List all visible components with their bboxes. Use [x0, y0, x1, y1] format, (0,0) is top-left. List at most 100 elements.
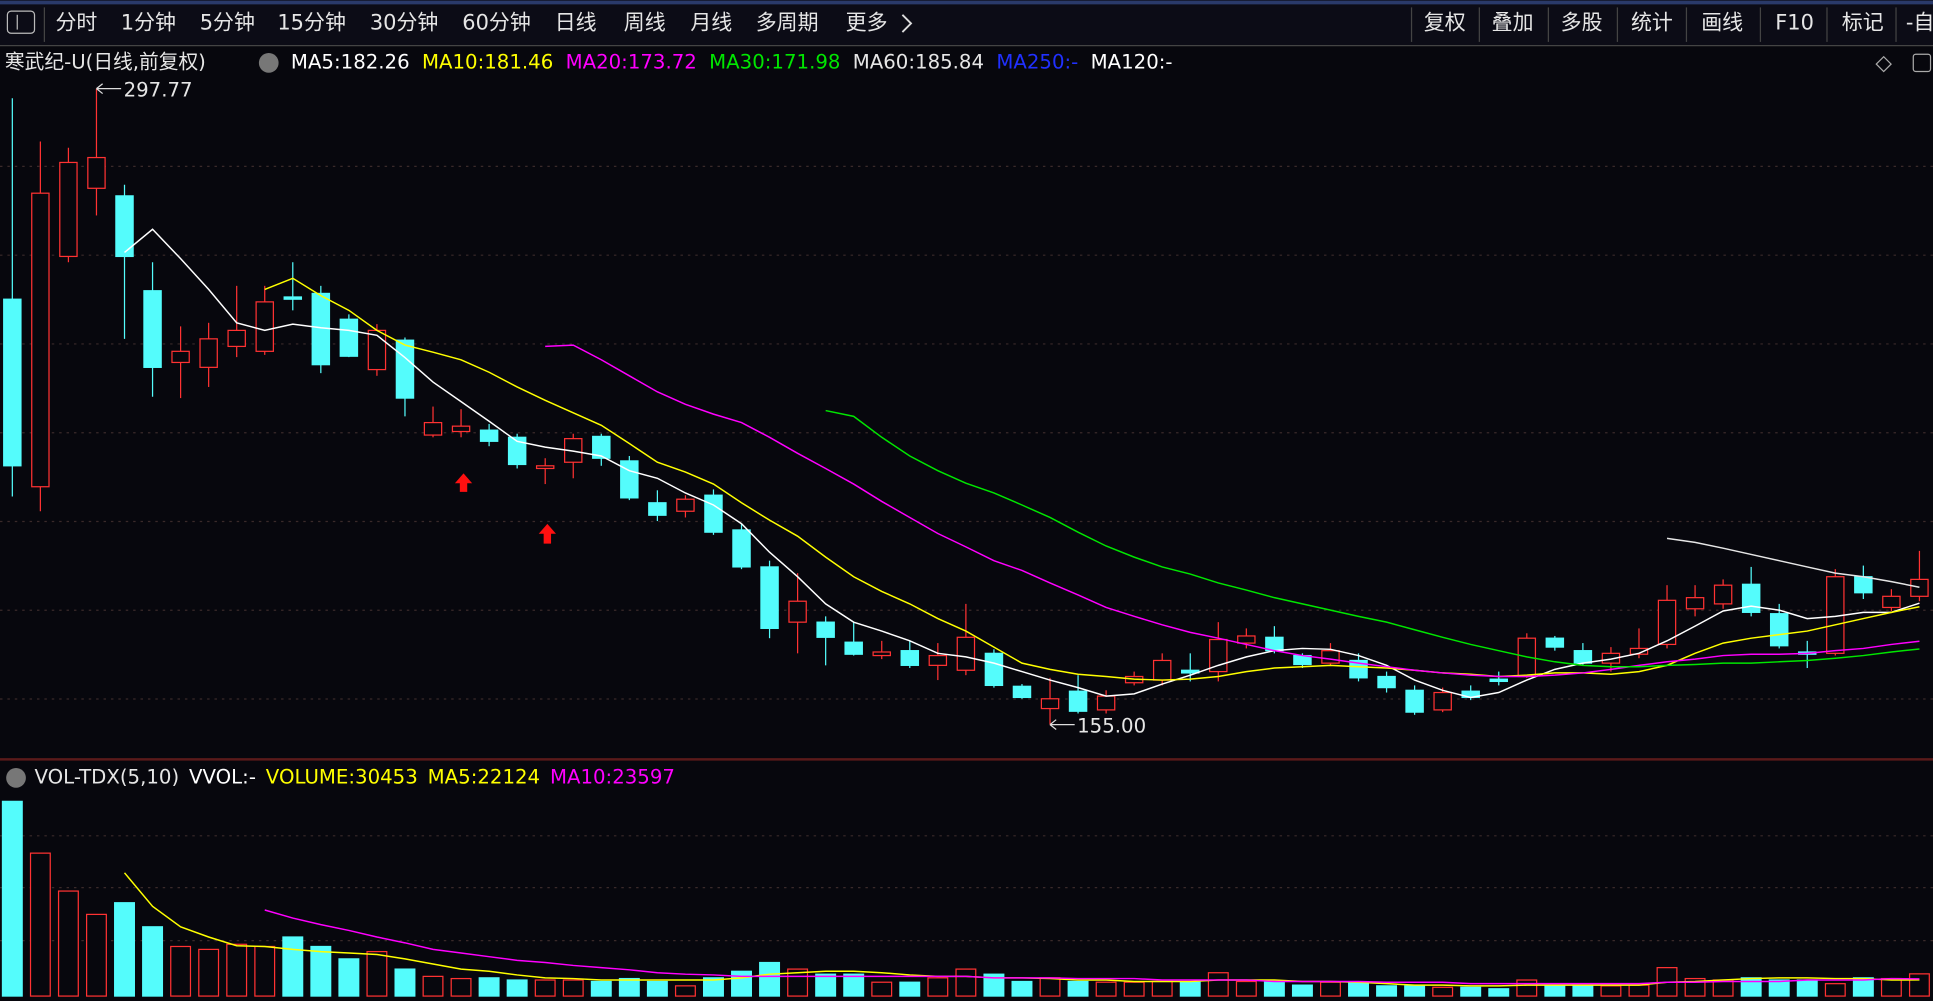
tool-separators: [1410, 7, 1897, 42]
volume-bar: [1263, 980, 1285, 997]
volume-bar: [1908, 973, 1930, 997]
extreme-pointer: [96, 83, 122, 95]
volume-bar: [57, 890, 79, 997]
volume-bar: [1039, 977, 1061, 997]
candle-body: [1910, 578, 1929, 597]
tool-button[interactable]: 画线: [1701, 10, 1743, 34]
volume-bar: [450, 977, 472, 997]
candle-body: [31, 192, 50, 488]
legend-value: 173.72: [628, 50, 697, 73]
candle-body: [816, 621, 835, 638]
ma-line: [264, 277, 1920, 681]
volume-bar: [562, 979, 584, 997]
period-tab[interactable]: 15分钟: [277, 10, 346, 34]
volume-bar: [310, 945, 332, 997]
candle-body: [592, 435, 611, 459]
tool-button[interactable]: 叠加: [1492, 10, 1534, 34]
chart-title: 寒武纪-U(日线,前复权): [5, 50, 206, 73]
candle-body: [1741, 583, 1761, 613]
volume-bar: [983, 973, 1005, 997]
volume-bar: [1207, 972, 1229, 997]
volume-bar: [1, 800, 23, 997]
volume-bar: [1235, 980, 1257, 997]
volume-bar: [1628, 984, 1650, 997]
period-tab[interactable]: 30分钟: [370, 10, 439, 34]
volume-bar: [506, 979, 528, 997]
volume-bar: [1376, 985, 1398, 997]
volume-bar: [1095, 981, 1117, 997]
candle-body: [1040, 698, 1060, 710]
tool-button[interactable]: F10: [1775, 10, 1814, 34]
candle-body: [1601, 652, 1621, 664]
volume-bar: [1516, 979, 1538, 997]
volume-bar: [646, 980, 668, 997]
candle-body: [1096, 695, 1116, 711]
candle-body: [479, 429, 499, 442]
legend-name: MA10: [550, 765, 606, 788]
volume-bar: [338, 958, 360, 997]
panel-icon[interactable]: [1912, 53, 1932, 73]
volume-bar: [1768, 979, 1790, 997]
period-tab[interactable]: 更多: [846, 10, 888, 34]
volume-bar: [114, 902, 135, 997]
volume-bar: [815, 973, 837, 997]
candle-body: [956, 636, 976, 671]
volume-bar: [674, 985, 696, 997]
candle-body: [59, 161, 78, 258]
volume-bar: [759, 961, 781, 997]
period-tab[interactable]: 多周期: [756, 10, 819, 34]
volume-bar: [1319, 981, 1341, 997]
ma-line: [124, 228, 1920, 699]
period-tab[interactable]: 分时: [55, 10, 97, 34]
vol-ma-line: [264, 909, 1920, 985]
period-tab[interactable]: 60分钟: [462, 10, 531, 34]
tool-button[interactable]: -自: [1906, 10, 1933, 34]
candle-body: [451, 425, 471, 433]
volume-bar: [534, 979, 556, 997]
tool-button[interactable]: 复权: [1424, 10, 1466, 34]
volume-bar: [1291, 984, 1313, 997]
signal-arrow: [538, 523, 556, 544]
period-tab[interactable]: 日线: [555, 10, 597, 34]
legend-value: -: [1165, 50, 1172, 73]
volume-bar: [1011, 980, 1033, 997]
candle-body: [1685, 597, 1705, 610]
candle-body: [1349, 659, 1368, 679]
volume-bar: [1488, 988, 1510, 997]
legend-name: MA20: [566, 50, 622, 73]
menu-icon[interactable]: [6, 10, 36, 34]
volume-bar: [1544, 984, 1566, 997]
vol-settings-icon[interactable]: [6, 768, 26, 788]
volume-bar: [282, 936, 304, 997]
volume-bar: [226, 943, 248, 997]
candle-body: [1321, 650, 1340, 664]
period-tab[interactable]: 周线: [624, 10, 666, 34]
settings-icon[interactable]: [258, 53, 279, 73]
candle-body: [3, 298, 22, 467]
period-tab[interactable]: 月线: [690, 10, 732, 34]
volume-bar: [871, 981, 893, 997]
volume-bar: [198, 948, 220, 997]
volume-bar: [1740, 977, 1762, 997]
candle-body: [872, 651, 891, 657]
legend-value: 30453: [355, 765, 418, 788]
period-tab[interactable]: 1分钟: [121, 10, 176, 34]
period-tab[interactable]: 5分钟: [200, 10, 255, 34]
ma-line: [825, 409, 1920, 668]
tool-button[interactable]: 多股: [1561, 10, 1603, 34]
toolbar-bg: [0, 0, 1933, 46]
legend-value: -: [249, 765, 256, 788]
candle-body: [1237, 635, 1256, 644]
volume-bar: [366, 950, 388, 997]
candle-body: [199, 338, 218, 368]
candle-body: [171, 350, 190, 364]
legend-separator: :: [348, 765, 355, 788]
candle-body: [1545, 637, 1565, 648]
legend-separator: :: [606, 765, 613, 788]
legend-separator: :: [242, 765, 249, 788]
diamond-icon[interactable]: [1875, 55, 1892, 73]
candle-body: [732, 529, 751, 568]
more-chevron[interactable]: [901, 14, 913, 33]
tool-button[interactable]: 统计: [1631, 10, 1673, 34]
tool-button[interactable]: 标记: [1842, 10, 1884, 34]
